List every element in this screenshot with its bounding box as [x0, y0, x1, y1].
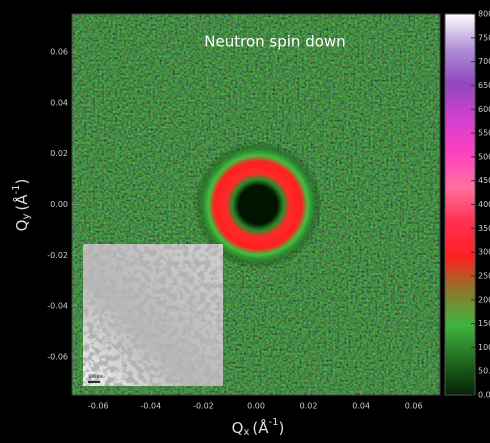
- x-tick-label: -0.06: [88, 402, 109, 411]
- x-tick-label: 0.06: [405, 402, 423, 411]
- colorbar: [444, 13, 476, 396]
- colorbar-tick-label: 350: [478, 224, 490, 233]
- inset-image: 100 nm: [83, 244, 223, 386]
- colorbar-tick-label: 300: [478, 248, 490, 257]
- x-tick-label: -0.02: [193, 402, 214, 411]
- colorbar-tick-label: 200: [478, 295, 490, 304]
- x-tick-label: 0.00: [247, 402, 265, 411]
- colorbar-tick-label: 50.0: [478, 367, 490, 376]
- colorbar-tick-label: 400: [478, 200, 490, 209]
- colorbar-tick-label: 450: [478, 176, 490, 185]
- colorbar-tick-label: 800: [478, 10, 490, 19]
- colorbar-tick-label: 550: [478, 129, 490, 138]
- colorbar-tick-label: 500: [478, 152, 490, 161]
- colorbar-tick-label: 100: [478, 343, 490, 352]
- colorbar-tick-label: 250: [478, 271, 490, 280]
- y-tick-label: 0.06: [50, 48, 68, 57]
- colorbar-tick-label: 650: [478, 81, 490, 90]
- colorbar-tick-label: 150: [478, 319, 490, 328]
- colorbar-tick-label: 600: [478, 105, 490, 114]
- colorbar-tick-label: 700: [478, 57, 490, 66]
- y-tick-label: -0.06: [47, 352, 68, 361]
- colorbar-tick-label: 750: [478, 33, 490, 42]
- y-tick-label: 0.00: [50, 200, 68, 209]
- chart-title: Neutron spin down: [204, 33, 345, 51]
- y-tick-label: 0.04: [50, 98, 68, 107]
- y-tick-label: -0.04: [47, 302, 68, 311]
- x-axis-label: Qx (Å-1): [232, 417, 285, 438]
- y-axis-label: Qy(Å-1): [11, 179, 32, 232]
- x-tick-label: 0.02: [300, 402, 318, 411]
- colorbar-tick-label: 0.0: [478, 391, 490, 400]
- x-tick-label: -0.04: [141, 402, 162, 411]
- x-tick-label: 0.04: [352, 402, 370, 411]
- inset-scale-label: 100 nm: [88, 374, 103, 379]
- y-tick-label: 0.02: [50, 149, 68, 158]
- y-tick-label: -0.02: [47, 251, 68, 260]
